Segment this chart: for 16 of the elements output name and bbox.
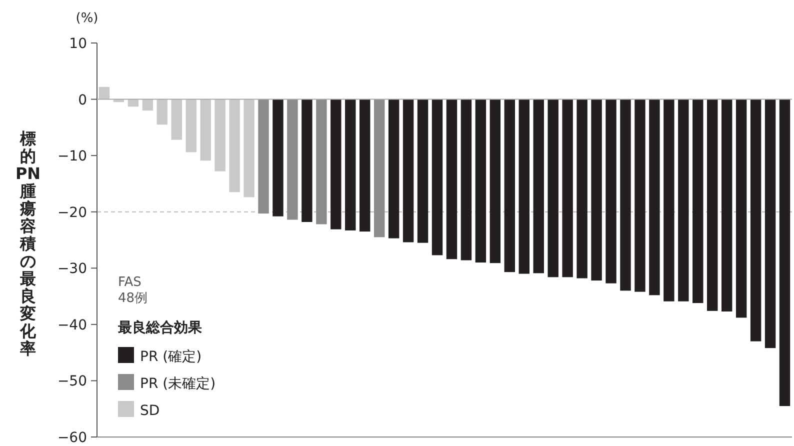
legend-label: PR (確定)	[140, 349, 202, 365]
y-tick-label: −20	[57, 204, 87, 221]
y-tick-label: 10	[69, 36, 87, 52]
legend-label: PR (未確定)	[140, 376, 216, 392]
annotation: FAS	[118, 275, 142, 290]
y-tick-label: −40	[57, 317, 87, 334]
annotation: 48例	[118, 291, 148, 306]
y-tick-label: −50	[57, 374, 87, 390]
y-tick-label: 0	[78, 92, 87, 108]
y-tick-label: −60	[57, 430, 87, 446]
y-tick-label: −10	[57, 148, 87, 165]
legend-label: SD	[140, 403, 160, 419]
y-tick-label: −30	[57, 261, 87, 278]
text: (%)	[76, 11, 98, 26]
legend-title: 最良総合効果	[117, 319, 203, 336]
text: 標的PN腫瘍容積の最良変化率	[15, 128, 41, 358]
